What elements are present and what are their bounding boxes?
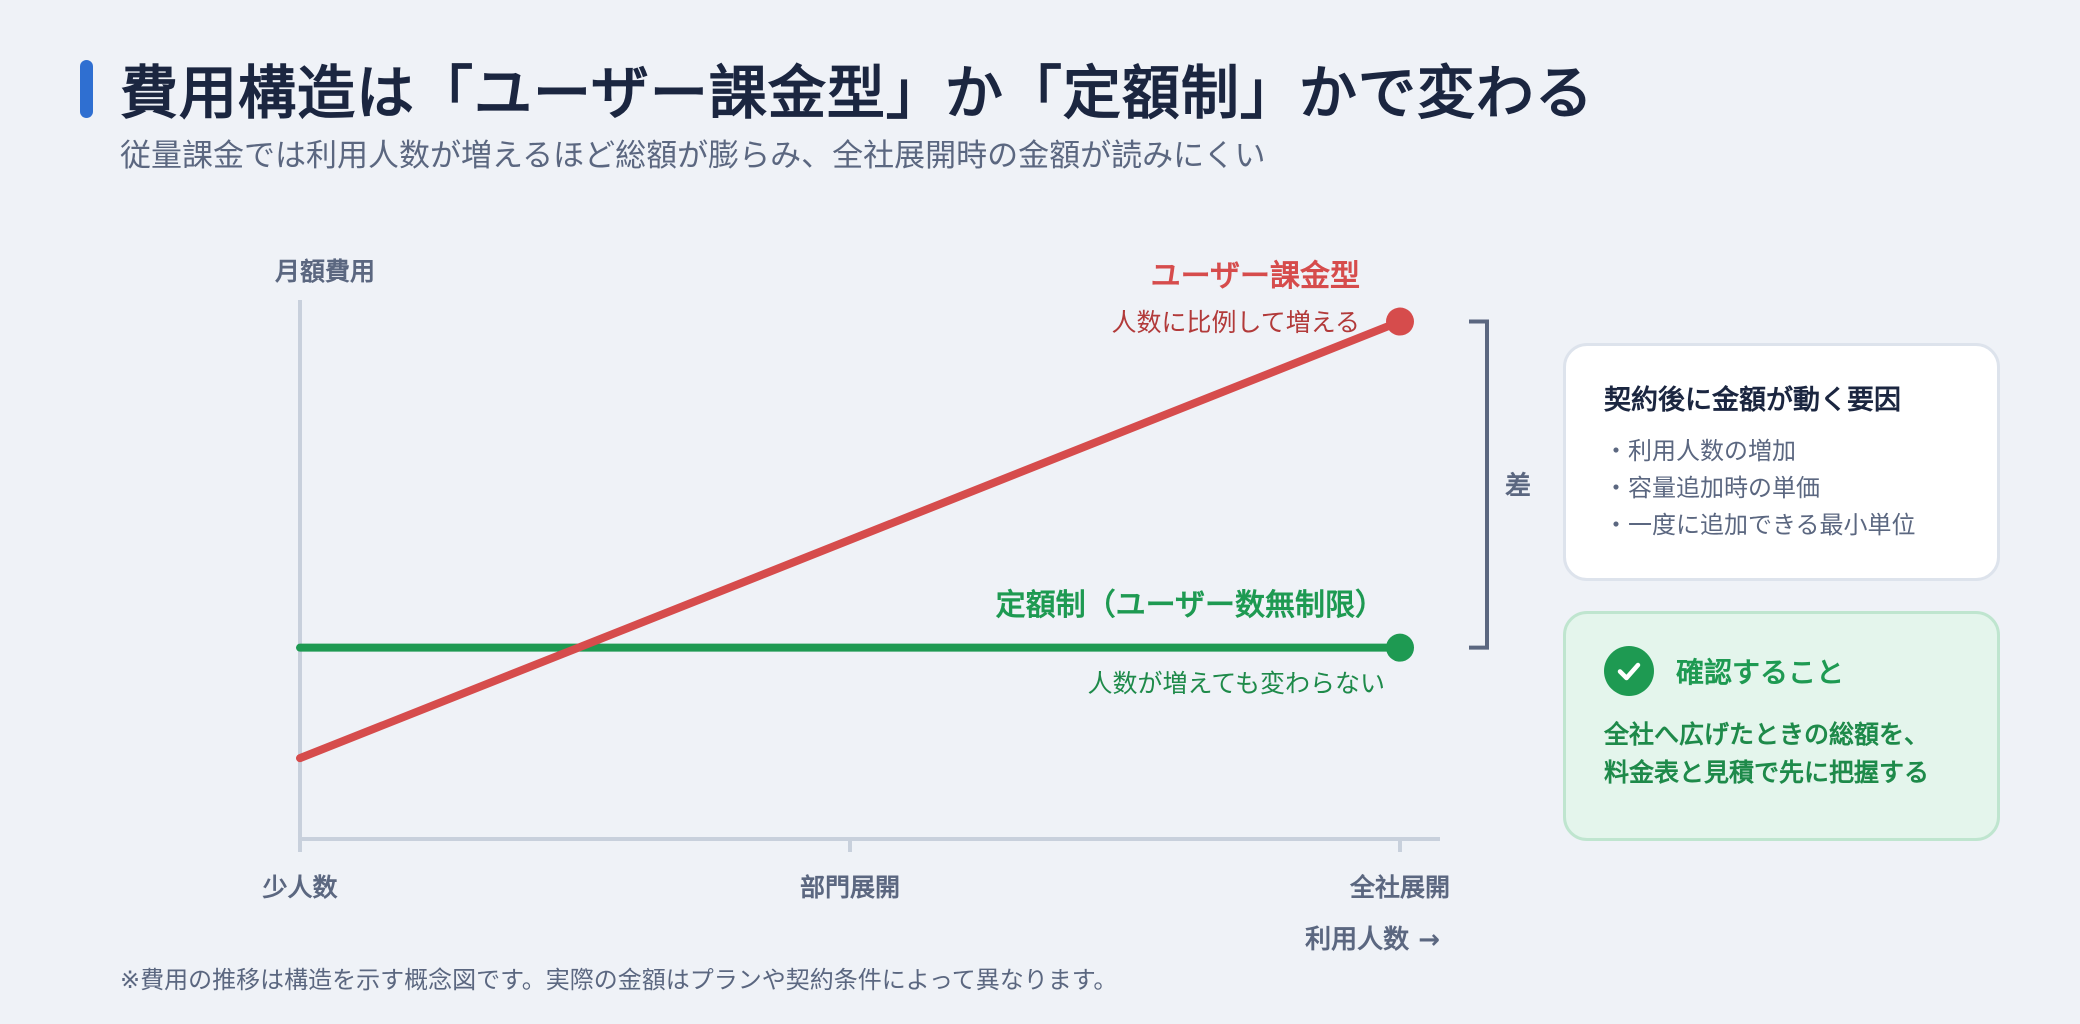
difference-bracket — [1469, 319, 1489, 650]
series-line — [296, 317, 1404, 763]
check-line: 料金表と見積で先に把握する — [1604, 758, 1930, 787]
list-item: 利用人数の増加 — [1604, 433, 1959, 470]
check-card-title: 確認すること — [1676, 656, 1845, 689]
series-end-marker — [1386, 633, 1414, 662]
x-tick-label: 全社展開 — [1349, 873, 1450, 902]
difference-label: 差 — [1505, 471, 1531, 502]
x-tick-label: 少人数 — [261, 873, 338, 902]
check-card-body: 全社へ広げたときの総額を、 料金表と見積で先に把握する — [1604, 716, 1959, 792]
list-item: 一度に追加できる最小単位 — [1604, 507, 1959, 544]
check-line: 全社へ広げたときの総額を、 — [1604, 720, 1930, 749]
factors-card-title: 契約後に金額が動く要因 — [1604, 385, 1901, 416]
list-item: 容量追加時の単価 — [1604, 470, 1959, 507]
series-end-marker — [1386, 307, 1414, 336]
check-card-header: 確認すること — [1604, 646, 1959, 696]
check-card: 確認すること 全社へ広げたときの総額を、 料金表と見積で先に把握する — [1563, 611, 2000, 841]
check-circle-icon — [1604, 646, 1654, 696]
x-tick-label: 部門展開 — [800, 873, 900, 902]
footnote: ※費用の推移は構造を示す概念図です。実際の金額はプランや契約条件によって異なりま… — [120, 966, 1118, 994]
x-axis-label: 利用人数 → — [1305, 925, 1440, 955]
series-note: 人数が増えても変わらない — [1087, 669, 1385, 698]
series-label: 定額制（ユーザー数無制限） — [996, 588, 1385, 623]
series-label: ユーザー課金型 — [1151, 259, 1360, 294]
title-accent-bar — [80, 60, 93, 118]
series-note: 人数に比例して増える — [1111, 308, 1360, 337]
page-title: 費用構造は「ユーザー課金型」か「定額制」かで変わる — [120, 59, 1594, 127]
y-axis-label: 月額費用 — [274, 257, 375, 286]
page-subtitle: 従量課金では利用人数が増えるほど総額が膨らみ、全社展開時の金額が読みにくい — [120, 138, 1266, 174]
factors-list: 利用人数の増加 容量追加時の単価 一度に追加できる最小単位 — [1604, 433, 1959, 544]
factors-card: 契約後に金額が動く要因 利用人数の増加 容量追加時の単価 一度に追加できる最小単… — [1563, 343, 2000, 581]
